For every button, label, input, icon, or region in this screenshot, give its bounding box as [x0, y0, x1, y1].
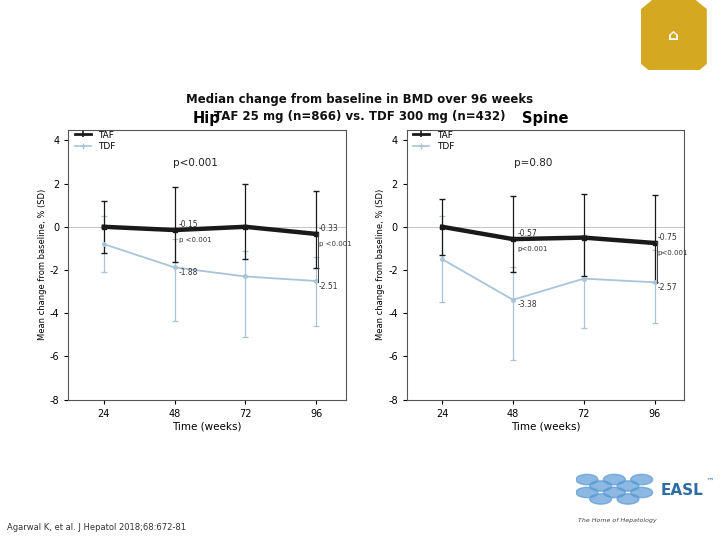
- Title: Hip: Hip: [193, 111, 221, 126]
- Circle shape: [603, 474, 625, 485]
- Title: Spine: Spine: [522, 111, 569, 126]
- X-axis label: Time (weeks): Time (weeks): [172, 421, 242, 431]
- Text: -0.15: -0.15: [179, 220, 199, 229]
- Legend: TAF, TDF: TAF, TDF: [73, 129, 117, 153]
- Text: -3.38: -3.38: [518, 300, 537, 309]
- X-axis label: Time (weeks): Time (weeks): [510, 421, 580, 431]
- Text: -0.33: -0.33: [319, 224, 339, 233]
- Text: TAF vs. TDF for HBV: change in BMD: TAF vs. TDF for HBV: change in BMD: [18, 26, 471, 46]
- Circle shape: [590, 494, 611, 504]
- Text: p=0.80: p=0.80: [514, 158, 553, 168]
- Text: ™: ™: [706, 477, 714, 486]
- Circle shape: [590, 481, 611, 491]
- Text: Agarwal K, et al. J Hepatol 2018;68:672-81: Agarwal K, et al. J Hepatol 2018;68:672-…: [7, 523, 186, 532]
- Circle shape: [576, 474, 598, 485]
- Text: -2.57: -2.57: [657, 283, 677, 292]
- Text: p <0.001: p <0.001: [179, 237, 212, 243]
- Circle shape: [576, 487, 598, 498]
- Circle shape: [603, 487, 625, 498]
- Text: ⌂: ⌂: [668, 28, 680, 43]
- Polygon shape: [639, 0, 708, 93]
- Circle shape: [631, 487, 652, 498]
- Text: p<0.001: p<0.001: [657, 250, 688, 256]
- Text: -0.57: -0.57: [518, 229, 537, 238]
- Circle shape: [617, 494, 639, 504]
- Y-axis label: Mean change from baseline, % (SD): Mean change from baseline, % (SD): [377, 189, 385, 340]
- Text: -2.51: -2.51: [319, 281, 338, 291]
- Text: -1.88: -1.88: [179, 268, 199, 277]
- Legend: TAF, TDF: TAF, TDF: [411, 129, 456, 153]
- Text: The Home of Hepatology: The Home of Hepatology: [577, 518, 657, 523]
- Text: -0.75: -0.75: [657, 233, 678, 242]
- Circle shape: [617, 481, 639, 491]
- Text: EASL: EASL: [661, 483, 703, 498]
- Text: Median change from baseline in BMD over 96 weeks: Median change from baseline in BMD over …: [186, 93, 534, 106]
- Text: p<0.001: p<0.001: [518, 246, 548, 252]
- Y-axis label: Mean change from baseline, % (SD): Mean change from baseline, % (SD): [38, 189, 47, 340]
- Text: p<0.001: p<0.001: [173, 158, 217, 168]
- Text: p <0.001: p <0.001: [319, 241, 352, 247]
- Text: TAF 25 mg (n=866) vs. TDF 300 mg (n=432): TAF 25 mg (n=866) vs. TDF 300 mg (n=432): [215, 110, 505, 123]
- Circle shape: [631, 474, 652, 485]
